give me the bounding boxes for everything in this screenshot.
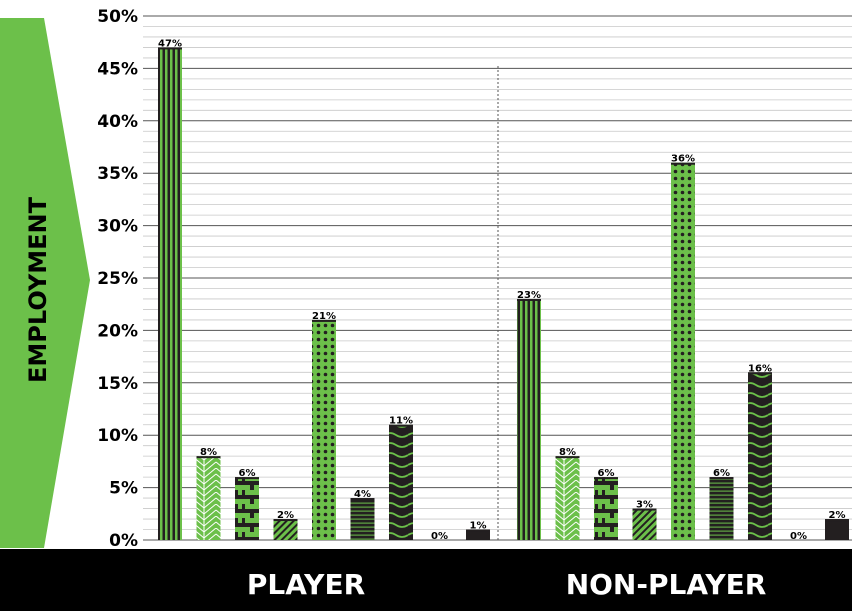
data-label: 16%: [748, 363, 772, 374]
data-label: 3%: [636, 500, 653, 511]
bar: [594, 477, 618, 540]
data-label: 6%: [239, 468, 256, 479]
group-label-player: PLAYER: [247, 568, 365, 601]
bar: [312, 319, 336, 540]
bar-cap: [196, 456, 221, 459]
bar-cap: [671, 162, 695, 165]
bar-cap: [389, 424, 413, 427]
bar-cap: [350, 498, 375, 501]
bar: [709, 477, 734, 540]
bar-cap: [748, 372, 772, 375]
y-tick-labels: 0% 5% 10% 15% 20% 25% 30% 35% 40% 45% 50%: [97, 7, 138, 551]
y-tick-label: 20%: [97, 321, 138, 341]
bar: [158, 47, 182, 540]
data-label: 8%: [559, 447, 576, 458]
y-tick-label: 25%: [97, 269, 138, 289]
data-label: 36%: [671, 154, 695, 165]
data-label: 6%: [713, 468, 730, 479]
bar-cap: [312, 319, 336, 322]
y-tick-label: 35%: [97, 164, 138, 184]
bar-cap: [466, 529, 490, 532]
bar-cap: [632, 508, 657, 511]
bar: [671, 162, 695, 540]
data-label: 2%: [829, 510, 846, 521]
bar: [235, 477, 259, 540]
y-tick-label: 10%: [97, 426, 138, 446]
bar-cap: [709, 477, 734, 480]
bar-cap: [594, 477, 618, 480]
y-tick-label: 40%: [97, 112, 138, 132]
bar: [517, 298, 541, 540]
y-tick-label: 45%: [97, 59, 138, 79]
data-label: 4%: [354, 489, 371, 500]
bar-cap: [273, 519, 298, 522]
data-label: 21%: [312, 311, 336, 322]
data-label: 1%: [470, 521, 487, 532]
bar-cap: [825, 519, 849, 522]
data-label: 47%: [158, 38, 182, 49]
bar: [632, 508, 657, 540]
bar-cap: [235, 477, 259, 480]
y-tick-label: 30%: [97, 217, 138, 237]
bar: [555, 456, 580, 540]
y-tick-label: 5%: [109, 479, 138, 499]
bar: [466, 529, 490, 540]
bar-cap: [158, 47, 182, 50]
group-label-non-player: NON-PLAYER: [566, 568, 767, 601]
data-label: 8%: [200, 447, 217, 458]
y-tick-label: 15%: [97, 374, 138, 394]
bar: [273, 519, 298, 540]
bar: [825, 519, 849, 540]
ylabel-arrow-shape: [0, 18, 90, 548]
bar: [389, 424, 413, 540]
y-tick-label: 0%: [109, 531, 138, 551]
bar: [196, 456, 221, 540]
data-label: 2%: [277, 510, 294, 521]
y-tick-label: 50%: [97, 7, 138, 27]
group-band: [0, 549, 852, 611]
data-labels: 47% 8% 6% 2% 21% 4% 11% 0% 1% 23% 8% 6% 3% 36% 6% 16% 0%…: [158, 38, 845, 542]
data-label: 0%: [431, 531, 448, 542]
bars: [158, 47, 849, 540]
bar-cap: [555, 456, 580, 459]
bar-cap: [517, 298, 541, 301]
bar: [748, 372, 772, 540]
ylabel: EMPLOYMENT: [24, 196, 52, 383]
bar: [350, 498, 375, 540]
data-label: 0%: [790, 531, 807, 542]
data-label: 6%: [598, 468, 615, 479]
data-label: 11%: [389, 416, 413, 427]
data-label: 23%: [517, 290, 541, 301]
